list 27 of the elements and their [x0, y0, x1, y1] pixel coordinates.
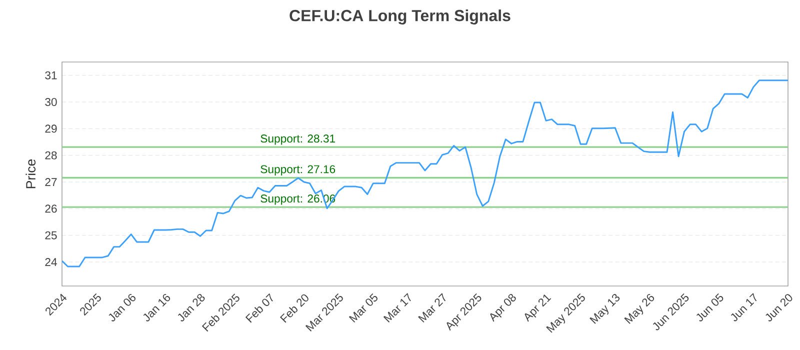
x-tick-label: Jan 28: [178, 294, 205, 322]
x-tick-label: Mar 17: [383, 293, 411, 322]
x-tick-label: Apr 21: [524, 294, 552, 322]
x-tick-label: Mar 27: [418, 293, 446, 323]
x-tick-label: Jan 16: [143, 294, 170, 322]
y-tick-label: 24: [45, 258, 57, 266]
x-tick-label: Jun 20: [766, 294, 792, 322]
x-tick-label: Apr 08: [490, 294, 516, 322]
x-tick-label: Jun 05: [696, 293, 724, 322]
ref-line-label: Support: 28.31: [260, 134, 336, 145]
ref-line-label: Support: 27.16: [260, 165, 336, 176]
chart-title: CEF.U:CA Long Term Signals: [290, 10, 510, 24]
y-tick-label: 31: [45, 71, 57, 80]
y-tick-label: 25: [45, 231, 57, 240]
y-axis-title: Price: [26, 159, 36, 188]
x-tick-label: Jan 06: [108, 294, 136, 322]
y-tick-label: 30: [45, 98, 57, 106]
y-tick-label: 28: [45, 151, 57, 160]
x-tick-label: Jun 17: [730, 293, 757, 322]
x-tick-label: May 26: [624, 294, 654, 324]
y-tick-label: 29: [45, 124, 57, 133]
x-tick-label: Feb 07: [245, 293, 273, 323]
x-tick-label: Feb 20: [280, 294, 308, 323]
x-tick-label: May 13: [590, 294, 620, 324]
y-tick-label: 26: [45, 204, 57, 213]
y-tick-label: 27: [45, 178, 57, 186]
x-tick-label: Mar 05: [348, 293, 378, 323]
